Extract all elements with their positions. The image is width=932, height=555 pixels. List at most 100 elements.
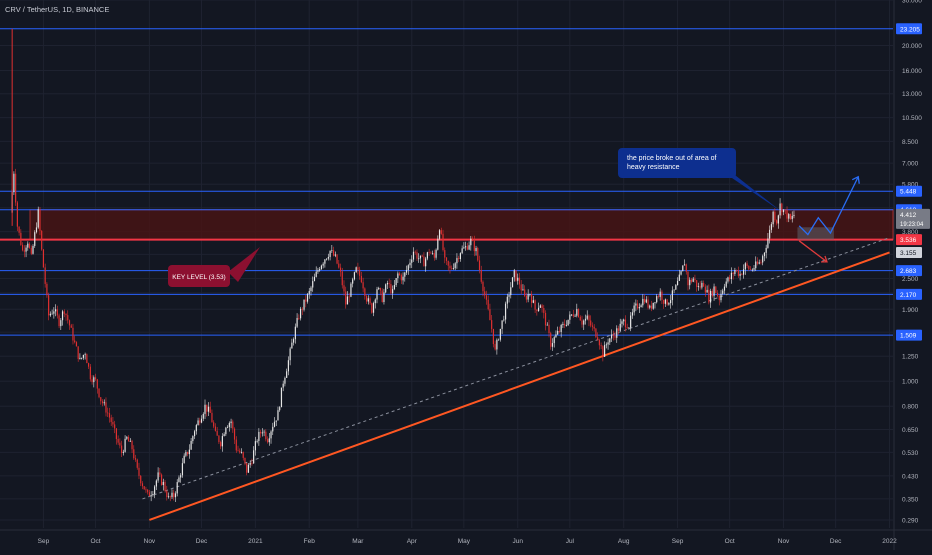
price-label-text: 2.170 [900,292,917,299]
candle-body [272,426,274,432]
candle-body [162,481,164,486]
candle-body [131,440,133,450]
candle-body [491,320,493,329]
candle-body [680,271,682,275]
candle-body [254,441,256,451]
candle-body [748,265,750,270]
candle-body [576,309,578,316]
candle-body [86,354,88,364]
candle-body [716,293,719,296]
candle-body [228,423,230,427]
candle-body [81,357,83,359]
candle-body [112,421,114,425]
candle-body [310,287,312,292]
candle-body [678,274,680,281]
candle-body [496,339,498,350]
candle-body [577,309,580,318]
candle-body [742,269,745,275]
candle-body [689,279,691,286]
y-tick-label: 16.000 [902,68,922,75]
candle-body [345,291,347,305]
y-tick-label: 1.900 [902,307,919,314]
candle-body [207,406,210,412]
candle-body [506,296,508,304]
candle-body [305,299,307,302]
candle-body [791,215,793,220]
candle-body [296,318,298,327]
candle-body [437,238,439,250]
candle-body [762,256,764,263]
candle-body [685,264,687,272]
candle-body [49,313,51,316]
candle-body [68,320,71,326]
candle-body [216,430,218,436]
candle-body [722,290,724,294]
candle-body [445,257,448,261]
candle-body [670,300,672,304]
candle-body [266,439,269,443]
candle-body [75,342,78,347]
projection-up-arrowhead [851,175,860,184]
candle-body [202,413,204,419]
candle-body [79,357,81,359]
candle-body [746,263,748,266]
candle-body [696,280,698,287]
candle-body [643,298,646,303]
price-label-text: 3.536 [900,237,917,244]
candle-body [13,173,15,193]
candle-body [711,290,713,296]
price-label-box [896,288,922,300]
candle-body [663,299,665,304]
x-tick-label: 2022 [882,538,897,545]
candle-body [543,308,545,313]
candle-body [492,328,495,345]
price-label-text: 1.509 [900,333,917,340]
x-tick-label: Apr [407,538,418,545]
key-level-callout [168,265,230,287]
candle-body [133,449,135,459]
candle-body [520,284,522,291]
candle-body [171,492,173,498]
candle-body [468,245,470,250]
y-tick-label: 7.000 [902,161,919,168]
candle-body [261,432,263,434]
callout-layer: KEY LEVEL (3.53) the price broke out of a… [168,148,782,287]
price-label-text: 5.448 [900,189,917,196]
candle-body [72,327,74,341]
candle-body [166,490,168,498]
candle-body [630,315,632,328]
candle-body [114,424,116,429]
candle-body [383,292,385,303]
candle-body [164,481,166,491]
candle-body [649,305,651,308]
candle-body [537,307,540,311]
y-tick-label: 10.500 [902,115,922,122]
candle-body [557,330,559,335]
resistance-zone [29,209,894,241]
candle-body [91,379,93,383]
candle-body [265,431,267,440]
candle-body [668,303,670,305]
candle-body [633,305,635,313]
candle-body [147,489,149,493]
candle-body [218,435,220,443]
candle-body [105,402,107,413]
candle-body [508,295,510,297]
candle-body [593,326,595,329]
candle-body [273,421,276,427]
candle-body [353,272,356,280]
candle-body [18,226,20,233]
candle-body [701,282,703,288]
candle-body [402,276,404,281]
candle-body [355,267,357,273]
candle-body [30,247,32,254]
candle-body [327,256,329,259]
price-label-text: 23.205 [900,26,920,33]
candle-body [237,450,239,452]
key-level-callout-text: KEY LEVEL (3.53) [172,274,225,281]
candle-body [209,406,211,413]
candle-body [188,449,190,455]
